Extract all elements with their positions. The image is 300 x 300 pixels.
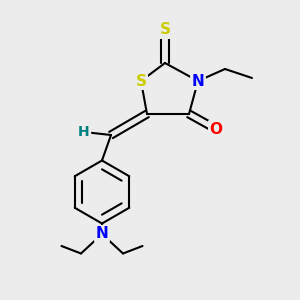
Text: H: H — [78, 125, 90, 139]
Text: S: S — [160, 22, 170, 38]
Text: N: N — [96, 226, 108, 242]
Text: S: S — [136, 74, 146, 88]
Text: N: N — [192, 74, 204, 88]
Text: O: O — [209, 122, 223, 136]
